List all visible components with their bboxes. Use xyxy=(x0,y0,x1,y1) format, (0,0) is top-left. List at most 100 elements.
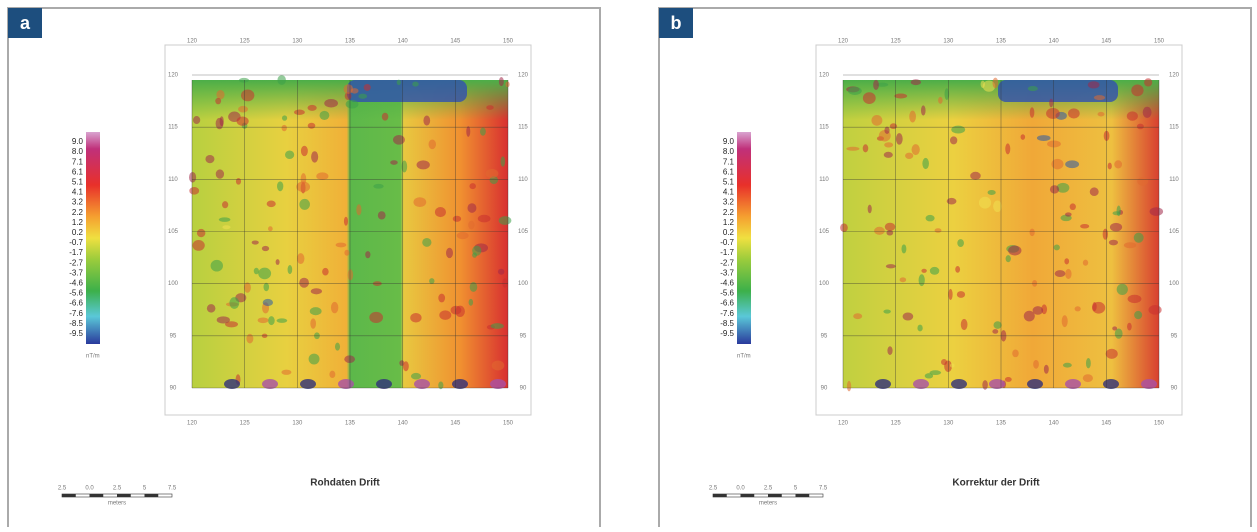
map-blob xyxy=(216,316,230,324)
map-blob xyxy=(1093,95,1106,101)
scale-bar-segment xyxy=(713,494,727,497)
map-blob xyxy=(285,150,295,160)
map-blob xyxy=(1065,160,1080,169)
colorbar-label: 1.2 xyxy=(72,218,84,227)
map-blob xyxy=(307,122,316,129)
colorbar-label: -6.6 xyxy=(720,299,734,308)
map-blob xyxy=(1061,315,1068,328)
map-blob xyxy=(376,379,392,389)
map-blob xyxy=(205,154,215,164)
map-blob xyxy=(883,151,893,158)
map-blob xyxy=(1092,302,1097,312)
map-blob xyxy=(1051,158,1064,170)
map-blob xyxy=(901,244,907,254)
x-tick-label: 125 xyxy=(240,421,251,427)
map-blob xyxy=(276,318,288,323)
map-blob xyxy=(894,93,908,99)
map-blob xyxy=(402,361,409,372)
map-blob xyxy=(335,242,347,248)
map-blob xyxy=(281,124,287,132)
x-tick-label: 135 xyxy=(996,39,1007,45)
map-blob xyxy=(297,253,305,265)
y-tick-label: 105 xyxy=(1169,229,1180,235)
x-tick-label: 130 xyxy=(292,39,303,45)
map-blob xyxy=(1142,106,1152,118)
scale-label: 5 xyxy=(143,486,147,492)
map-blob xyxy=(277,75,286,85)
map-blob xyxy=(911,144,920,156)
map-blob xyxy=(446,247,453,259)
colorbar-label: 5.1 xyxy=(72,178,84,187)
map-blob xyxy=(311,151,319,163)
colorbar-unit: nT/m xyxy=(737,354,751,360)
y-tick-label: 100 xyxy=(168,281,179,287)
x-tick-label: 140 xyxy=(398,421,409,427)
colorbar xyxy=(86,132,100,344)
map-blob xyxy=(1112,211,1121,216)
map-blob xyxy=(1134,310,1143,320)
x-tick-label: 130 xyxy=(292,421,303,427)
map-blob xyxy=(944,88,950,100)
colorbar-label: -6.6 xyxy=(69,299,83,308)
map-blob xyxy=(498,77,504,87)
x-tick-label: 150 xyxy=(503,421,514,427)
map-blob xyxy=(196,228,206,238)
colorbar xyxy=(737,132,751,344)
map-blob xyxy=(224,379,240,389)
map-blob xyxy=(365,251,371,259)
map-blob xyxy=(980,80,985,89)
map-blob xyxy=(871,115,883,126)
map-blob xyxy=(1149,207,1164,216)
map-blob xyxy=(466,126,471,137)
colorbar-label: -5.6 xyxy=(720,289,734,298)
map-blob xyxy=(1027,379,1043,389)
map-blob xyxy=(356,204,362,216)
map-blob xyxy=(1105,348,1118,359)
map-anomaly xyxy=(347,80,467,102)
map-blob xyxy=(1004,377,1012,382)
map-blob xyxy=(222,201,229,209)
map-blob xyxy=(1141,379,1157,389)
map-blob xyxy=(1074,306,1081,312)
map-blob xyxy=(1033,359,1039,369)
map-blob xyxy=(949,363,955,368)
map-blob xyxy=(485,168,499,179)
map-blob xyxy=(343,216,348,226)
y-tick-label: 110 xyxy=(819,177,829,183)
map-blob xyxy=(884,222,896,231)
map-title: Rohdaten Drift xyxy=(310,478,380,489)
colorbar-label: -5.6 xyxy=(69,289,83,298)
map-blob xyxy=(229,297,240,309)
map-blob xyxy=(235,178,242,185)
map-blob xyxy=(438,293,446,303)
map-blob xyxy=(846,380,852,392)
map-blob xyxy=(917,324,923,332)
map-blob xyxy=(344,249,350,256)
y-tick-label: 115 xyxy=(819,125,829,131)
map-blob xyxy=(251,240,259,245)
map-blob xyxy=(218,217,231,222)
scale-unit: meters xyxy=(759,501,777,507)
map-blob xyxy=(1032,279,1038,287)
colorbar-label: -3.7 xyxy=(69,268,83,277)
colorbar-label: 8.0 xyxy=(723,147,735,156)
colorbar-label: -8.5 xyxy=(720,319,734,328)
colorbar-label: 7.1 xyxy=(72,157,84,166)
map-blob xyxy=(875,379,891,389)
map-blob xyxy=(1012,349,1019,358)
x-tick-label: 125 xyxy=(240,39,251,45)
map-blob xyxy=(434,207,446,218)
map-blob xyxy=(1008,245,1022,256)
x-tick-label: 120 xyxy=(187,39,198,45)
map-blob xyxy=(238,77,250,83)
map-blob xyxy=(358,93,368,99)
map-blob xyxy=(253,267,259,275)
scale-label: 2.5 xyxy=(113,486,122,492)
x-tick-label: 125 xyxy=(891,421,902,427)
map-blob xyxy=(308,353,320,365)
map-blob xyxy=(281,369,292,375)
map-blob xyxy=(268,226,273,232)
map-blob xyxy=(390,160,398,165)
map-blob xyxy=(1127,322,1132,331)
scale-bar-segment xyxy=(144,494,159,497)
